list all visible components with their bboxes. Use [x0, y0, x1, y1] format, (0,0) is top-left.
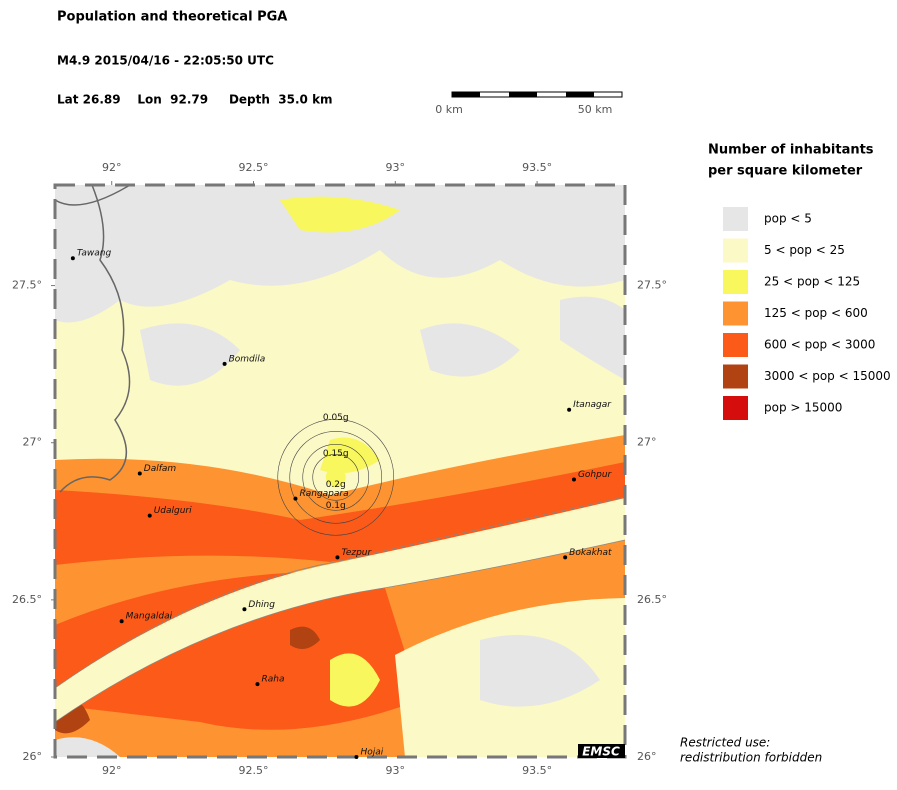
legend-title: Number of inhabitants — [708, 143, 874, 158]
legend-label: 125 < pop < 600 — [764, 306, 868, 320]
pga-contour — [312, 453, 360, 501]
city-label: Rangapara — [299, 489, 348, 499]
x-tick-label: 92° — [102, 161, 122, 174]
city-label: Mangaldai — [126, 612, 173, 622]
frame — [53, 183, 627, 759]
pop-area — [55, 185, 625, 323]
pop-area — [55, 571, 420, 730]
epicenter — [325, 467, 346, 488]
logo: EMSC — [582, 745, 620, 759]
city-marker — [242, 607, 247, 612]
city-label: Bokakhat — [569, 548, 612, 558]
event: M4.9 2015/04/16 - 22:05:50 UTC — [57, 54, 274, 68]
x-tick-label: 93° — [386, 764, 406, 777]
legend-label: 3000 < pop < 15000 — [764, 369, 891, 383]
pop-area — [55, 635, 600, 757]
y-tick-label: 27° — [637, 436, 657, 449]
city-label: Dalfam — [144, 464, 177, 474]
legend-swatch — [723, 207, 748, 231]
y-tick-label: 26° — [23, 750, 43, 763]
x-tick-label: 93° — [386, 161, 406, 174]
city-marker — [70, 256, 75, 261]
legend-swatch — [723, 396, 748, 420]
logo-bg — [578, 744, 625, 758]
legend-label: 25 < pop < 125 — [764, 275, 860, 289]
pga-contour — [289, 430, 383, 524]
x-tick-label: 92° — [102, 764, 122, 777]
map: 92° 92° 92.5° 92.5° 93° 93° 93.5° 93.5° 26° 26° 26… — [12, 161, 667, 777]
city-marker — [255, 682, 260, 687]
title: Population and theoretical PGA — [57, 10, 287, 25]
footnote: redistribution forbidden — [680, 751, 822, 765]
pga-label: 0.15g — [323, 449, 349, 459]
y-tick-label: 27.5° — [637, 279, 667, 292]
city-marker — [354, 755, 359, 759]
y-tick-label: 26° — [637, 750, 657, 763]
legend-swatch — [723, 333, 748, 357]
city-label: Tawang — [77, 249, 112, 259]
city-marker — [147, 513, 152, 518]
legend-label: pop < 5 — [764, 212, 812, 226]
city-label: Udalguri — [154, 506, 192, 516]
pga-label: 0.2g — [326, 480, 346, 490]
y-tick-label: 27.5° — [12, 279, 42, 292]
river — [55, 496, 625, 723]
border — [55, 185, 131, 493]
legend-swatch — [723, 238, 748, 263]
pop-area — [140, 296, 625, 386]
scale-bar — [451, 91, 623, 98]
city-marker — [335, 555, 340, 560]
pop-area — [55, 462, 625, 565]
y-tick-label: 26.5° — [637, 593, 667, 606]
x-tick-label: 92.5° — [239, 764, 269, 777]
legend-title: per square kilometer — [708, 164, 863, 179]
city-label: Gohpur — [578, 470, 613, 480]
x-tick-label: 92.5° — [239, 161, 269, 174]
scale-label: 0 km — [435, 103, 463, 116]
pga-contour — [302, 443, 370, 511]
city-label: Hojai — [360, 748, 383, 758]
y-tick-label: 26.5° — [12, 593, 42, 606]
legend-label: 5 < pop < 25 — [764, 243, 845, 257]
legend-swatch — [723, 270, 748, 294]
city-label: Bomdila — [229, 354, 266, 364]
city-marker — [567, 407, 572, 412]
city-label: Raha — [261, 675, 284, 685]
city-label: Itanagar — [573, 400, 612, 410]
city-label: Tezpur — [341, 548, 372, 558]
legend-label: 600 < pop < 3000 — [764, 338, 875, 352]
x-tick-label: 93.5° — [522, 161, 552, 174]
x-tick-label: 93.5° — [522, 764, 552, 777]
city-marker — [222, 361, 227, 366]
pop-area — [55, 626, 320, 734]
y-tick-label: 27° — [23, 436, 43, 449]
pga-label: 0.1g — [326, 501, 346, 511]
pga-label: 0.05g — [323, 413, 349, 423]
city-marker — [563, 555, 568, 560]
location: Lat 26.89 Lon 92.79 Depth 35.0 km — [57, 93, 333, 107]
city-marker — [119, 619, 124, 624]
footnote: Restricted use: — [680, 736, 770, 750]
scale-label: 50 km — [578, 103, 613, 116]
city-label: Dhing — [248, 600, 275, 610]
city-marker — [293, 496, 298, 501]
pop-area — [330, 653, 380, 707]
pop-area — [55, 498, 625, 722]
city-marker — [137, 471, 142, 476]
city-marker — [571, 477, 576, 482]
pga-contour — [277, 418, 395, 536]
legend-swatch — [723, 364, 748, 389]
legend-label: pop > 15000 — [764, 401, 842, 415]
legend-swatch — [723, 301, 748, 326]
